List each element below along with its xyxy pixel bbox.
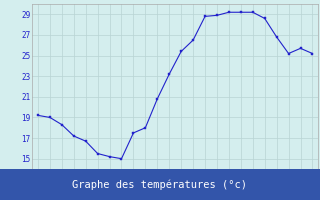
Text: Graphe des températures (°c): Graphe des températures (°c) [73, 179, 247, 190]
